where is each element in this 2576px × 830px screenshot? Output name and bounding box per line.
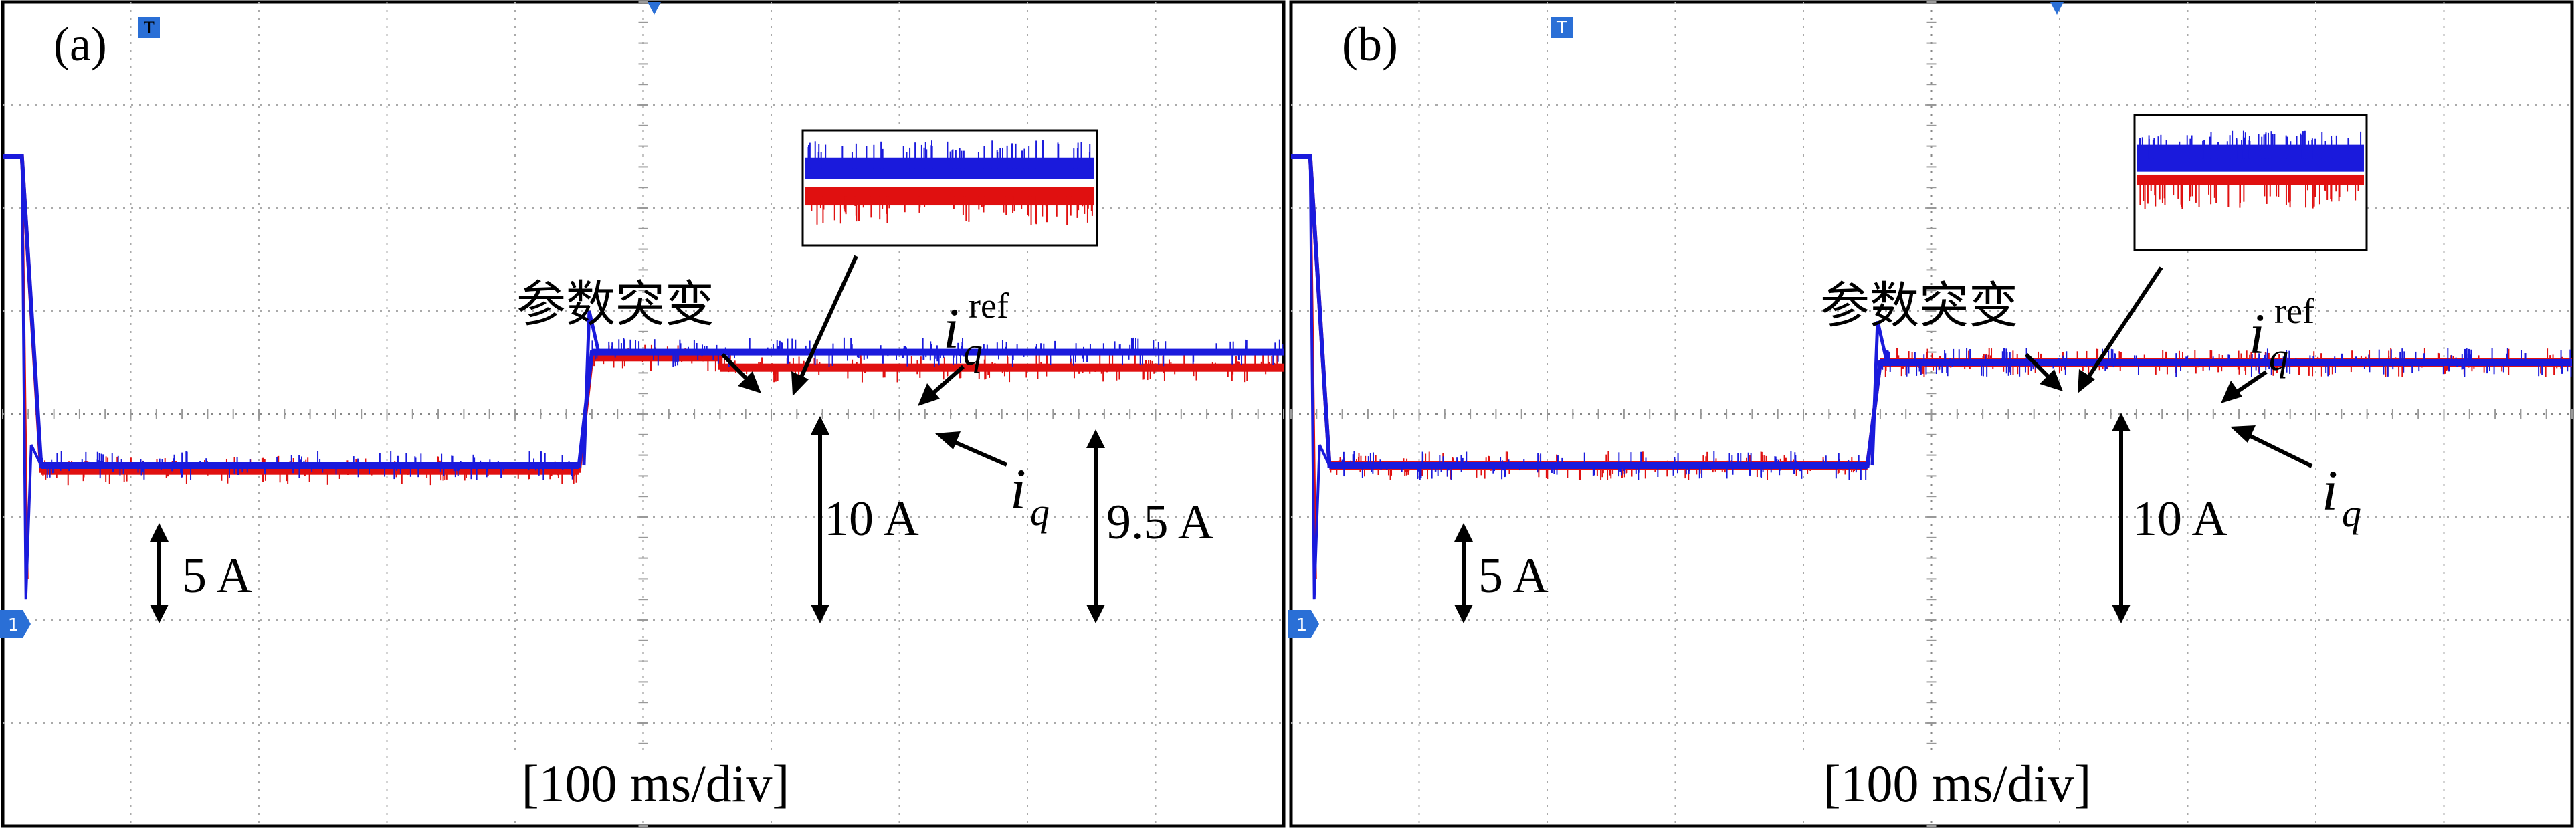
series-iq-ref xyxy=(1291,154,2572,600)
label-9_5A: 9.5 A xyxy=(1106,495,1213,550)
noise-band xyxy=(41,462,579,469)
inset-traces xyxy=(805,140,1094,225)
arrow-9_5A xyxy=(1086,429,1105,623)
param-change-label: 参数突变 xyxy=(1820,277,2018,334)
zoom-inset xyxy=(801,129,1098,247)
svg-text:i: i xyxy=(943,296,959,360)
iq-label: i q xyxy=(1010,457,1050,534)
series-iq-ref xyxy=(3,154,1284,600)
startup-transient xyxy=(20,156,43,600)
iq-ref-arrow xyxy=(918,365,965,406)
scope-chart-b: (b) T 1 参数突变 i q ref i q 5 A xyxy=(1288,0,2574,828)
arrow-10A xyxy=(2112,413,2131,623)
time-scale-bg xyxy=(1793,750,2121,817)
startup-transient xyxy=(1308,156,1331,600)
iq-ref-label: i q ref xyxy=(2249,291,2314,379)
traces xyxy=(3,154,1284,600)
arrow-10A xyxy=(811,416,829,623)
scope-panel-a: (a) T 1 参数突变 i q ref i q 5 xyxy=(0,0,1286,828)
iq-arrow xyxy=(935,431,1008,467)
inset-iq-band xyxy=(805,187,1094,206)
label-10A: 10 A xyxy=(824,492,919,546)
arrow-5A xyxy=(150,523,169,623)
svg-text:1: 1 xyxy=(1296,615,1308,635)
svg-text:i: i xyxy=(2322,458,2338,522)
iq-ref-arrow xyxy=(2221,370,2268,403)
panel-label: (a) xyxy=(54,17,107,71)
inset-pointer-arrow xyxy=(791,255,858,396)
scope-chart-a: (a) T 1 参数突变 i q ref i q 5 xyxy=(0,0,1286,828)
channel-marker-icon: 1 xyxy=(1288,610,1319,638)
center-trigger-icon xyxy=(2050,2,2064,15)
inset-traces xyxy=(2137,130,2364,209)
svg-text:i: i xyxy=(2249,302,2265,366)
param-change-arrow xyxy=(720,352,761,393)
noise-band xyxy=(1880,359,2572,366)
svg-text:T: T xyxy=(1556,18,1567,38)
svg-text:ref: ref xyxy=(969,286,1009,326)
iq-ref-label: i q ref xyxy=(943,286,1009,373)
arrow-5A xyxy=(1454,523,1473,623)
zoom-inset xyxy=(2133,114,2368,251)
iq-arrow xyxy=(2230,425,2313,468)
time-scale-label: [100 ms/div] xyxy=(522,754,790,813)
inset-iq-ref-band xyxy=(2137,144,2364,172)
label-5A: 5 A xyxy=(182,548,252,603)
center-trigger-icon xyxy=(648,2,661,15)
label-10A: 10 A xyxy=(2133,492,2227,546)
svg-text:T: T xyxy=(144,18,155,37)
channel-marker-icon: 1 xyxy=(0,610,31,638)
panel-label: (b) xyxy=(1342,17,1398,71)
time-scale-label: [100 ms/div] xyxy=(1823,754,2092,813)
svg-text:q: q xyxy=(2342,492,2361,535)
noise-band xyxy=(1329,462,1868,469)
inset-iq-band xyxy=(2137,174,2364,185)
label-5A: 5 A xyxy=(1478,548,1549,603)
inset-pointer-arrow xyxy=(2078,266,2163,393)
svg-text:q: q xyxy=(963,330,983,373)
traces xyxy=(1291,154,2572,600)
svg-text:ref: ref xyxy=(2274,291,2314,331)
param-change-arrow xyxy=(2024,352,2063,391)
scope-panel-b: (b) T 1 参数突变 i q ref i q 5 A xyxy=(1288,0,2576,830)
param-change-label: 参数突变 xyxy=(516,276,714,333)
svg-text:q: q xyxy=(1030,490,1050,534)
svg-text:q: q xyxy=(2269,335,2288,379)
trigger-marker-icon: T xyxy=(1551,17,1573,38)
time-scale-bg xyxy=(492,750,819,817)
svg-text:1: 1 xyxy=(8,615,19,635)
trigger-marker-icon: T xyxy=(138,17,160,38)
step-overshoot xyxy=(582,310,601,466)
iq-label: i q xyxy=(2322,458,2361,535)
svg-text:i: i xyxy=(1010,457,1026,521)
step-overshoot xyxy=(1870,320,1889,466)
